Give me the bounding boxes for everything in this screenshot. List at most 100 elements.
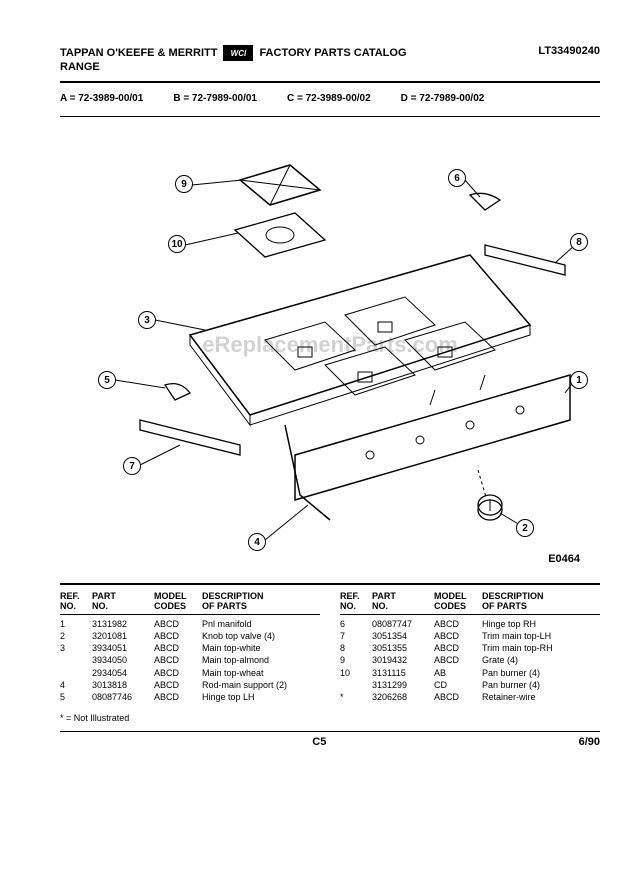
header: TAPPAN O'KEEFE & MERRITT WCI FACTORY PAR… <box>60 45 600 73</box>
parts-table-left: REF.NO. PARTNO. MODELCODES DESCRIPTIONOF… <box>60 591 320 703</box>
table-row: 93019432ABCDGrate (4) <box>340 654 600 666</box>
cell-model: ABCD <box>434 642 482 654</box>
table-row: 103131115ABPan burner (4) <box>340 667 600 679</box>
cell-ref <box>60 667 92 679</box>
cell-ref: 8 <box>340 642 372 654</box>
footer: C5 6/90 <box>60 731 600 748</box>
model-a: A = 72-3989-00/01 <box>60 93 143 104</box>
cell-part: 3206268 <box>372 691 434 703</box>
table-row: 43013818ABCDRod-main support (2) <box>60 679 320 691</box>
cell-model: ABCD <box>434 691 482 703</box>
cell-part: 3201081 <box>92 630 154 642</box>
page: TAPPAN O'KEEFE & MERRITT WCI FACTORY PAR… <box>0 0 620 870</box>
callout-1: 1 <box>570 371 588 389</box>
footnote: * = Not Illustrated <box>60 713 600 723</box>
cell-model: ABCD <box>154 642 202 654</box>
callout-8: 8 <box>570 233 588 251</box>
cell-part: 08087747 <box>372 618 434 630</box>
cell-model: ABCD <box>434 654 482 666</box>
cell-part: 3019432 <box>372 654 434 666</box>
cell-model: ABCD <box>154 630 202 642</box>
callout-2: 2 <box>516 519 534 537</box>
th-desc: DESCRIPTIONOF PARTS <box>482 591 600 611</box>
cell-part: 3131299 <box>372 679 434 691</box>
cell-desc: Main top-wheat <box>202 667 320 679</box>
cell-part: 3131115 <box>372 667 434 679</box>
cell-desc: Rod-main support (2) <box>202 679 320 691</box>
cell-desc: Main top-almond <box>202 654 320 666</box>
cell-ref: 5 <box>60 691 92 703</box>
table-row: 608087747ABCDHinge top RH <box>340 618 600 630</box>
model-c: C = 72-3989-00/02 <box>287 93 371 104</box>
diagram-svg <box>70 125 590 565</box>
th-part: PARTNO. <box>92 591 154 611</box>
callout-10: 10 <box>168 235 186 253</box>
callout-4: 4 <box>248 533 266 551</box>
divider-models <box>60 116 600 117</box>
header-left: TAPPAN O'KEEFE & MERRITT WCI FACTORY PAR… <box>60 45 407 73</box>
table-row: 508087746ABCDHinge top LH <box>60 691 320 703</box>
th-part: PARTNO. <box>372 591 434 611</box>
cell-desc: Trim main top-LH <box>482 630 600 642</box>
table-row: 23201081ABCDKnob top valve (4) <box>60 630 320 642</box>
cell-model: ABCD <box>154 679 202 691</box>
cell-part: 3051354 <box>372 630 434 642</box>
cell-desc: Knob top valve (4) <box>202 630 320 642</box>
cell-desc: Pan burner (4) <box>482 679 600 691</box>
cell-part: 2934054 <box>92 667 154 679</box>
catalog-label: FACTORY PARTS CATALOG <box>259 47 406 59</box>
cell-model: ABCD <box>154 691 202 703</box>
cell-ref: 2 <box>60 630 92 642</box>
divider-top <box>60 81 600 83</box>
th-ref: REF.NO. <box>340 591 372 611</box>
cell-desc: Pan burner (4) <box>482 667 600 679</box>
doc-code: LT33490240 <box>538 45 600 57</box>
table-row: 33934051ABCDMain top-white <box>60 642 320 654</box>
callout-3: 3 <box>138 311 156 329</box>
callout-7: 7 <box>123 457 141 475</box>
cell-desc: Hinge top RH <box>482 618 600 630</box>
cell-model: ABCD <box>154 618 202 630</box>
parts-table-right: REF.NO. PARTNO. MODELCODES DESCRIPTIONOF… <box>340 591 600 703</box>
cell-desc: Grate (4) <box>482 654 600 666</box>
model-d: D = 72-7989-00/02 <box>401 93 485 104</box>
table-row: 3934050ABCDMain top-almond <box>60 654 320 666</box>
cell-desc: Main top-white <box>202 642 320 654</box>
logo: WCI <box>223 45 253 61</box>
cell-desc: Hinge top LH <box>202 691 320 703</box>
diagram-ref: E0464 <box>548 553 580 565</box>
cell-model: AB <box>434 667 482 679</box>
cell-model: ABCD <box>154 667 202 679</box>
th-model: MODELCODES <box>154 591 202 611</box>
cell-model: CD <box>434 679 482 691</box>
table-header: REF.NO. PARTNO. MODELCODES DESCRIPTIONOF… <box>60 591 320 615</box>
table-row: 2934054ABCDMain top-wheat <box>60 667 320 679</box>
cell-model: ABCD <box>154 654 202 666</box>
cell-part: 3051355 <box>372 642 434 654</box>
cell-desc: Pnl manifold <box>202 618 320 630</box>
callout-5: 5 <box>98 371 116 389</box>
cell-part: 3131982 <box>92 618 154 630</box>
cell-part: 3934051 <box>92 642 154 654</box>
th-desc: DESCRIPTIONOF PARTS <box>202 591 320 611</box>
cell-ref: 4 <box>60 679 92 691</box>
cell-model: ABCD <box>434 618 482 630</box>
callout-6: 6 <box>448 169 466 187</box>
table-header: REF.NO. PARTNO. MODELCODES DESCRIPTIONOF… <box>340 591 600 615</box>
cell-part: 3934050 <box>92 654 154 666</box>
table-row: 73051354ABCDTrim main top-LH <box>340 630 600 642</box>
callout-9: 9 <box>175 175 193 193</box>
cell-ref: 6 <box>340 618 372 630</box>
cell-ref <box>340 679 372 691</box>
cell-desc: Trim main top-RH <box>482 642 600 654</box>
brand-row: TAPPAN O'KEEFE & MERRITT WCI FACTORY PAR… <box>60 45 407 61</box>
cell-ref: 10 <box>340 667 372 679</box>
cell-ref: * <box>340 691 372 703</box>
date: 6/90 <box>579 736 600 748</box>
cell-part: 3013818 <box>92 679 154 691</box>
cell-ref: 7 <box>340 630 372 642</box>
model-b: B = 72-7989-00/01 <box>173 93 257 104</box>
cell-model: ABCD <box>434 630 482 642</box>
cell-desc: Retainer-wire <box>482 691 600 703</box>
th-model: MODELCODES <box>434 591 482 611</box>
